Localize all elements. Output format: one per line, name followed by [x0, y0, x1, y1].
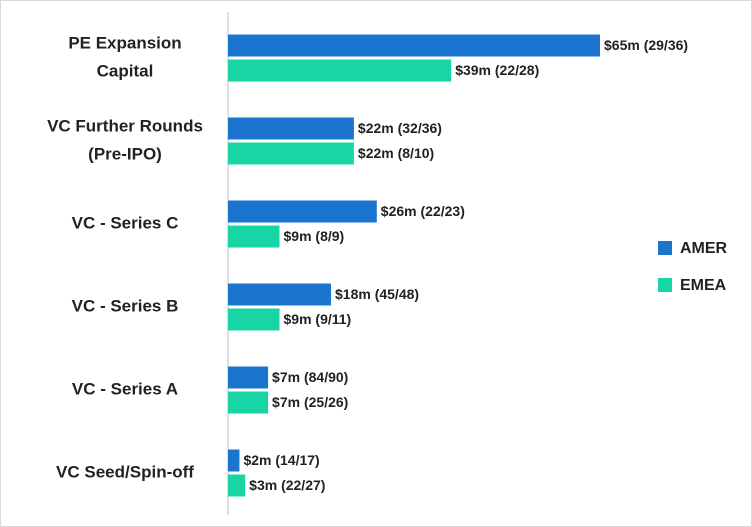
data-label: $22m (32/36): [358, 120, 442, 136]
data-label: $2m (14/17): [243, 452, 319, 468]
legend-swatch: [658, 278, 672, 292]
category-label: Capital: [97, 61, 154, 80]
legend-label: AMER: [680, 240, 728, 257]
category-label: VC - Series A: [72, 379, 178, 398]
bar: [228, 59, 452, 82]
bar: [228, 366, 269, 389]
data-label: $7m (25/26): [272, 394, 348, 410]
data-label: $39m (22/28): [455, 62, 539, 78]
bar: [228, 449, 240, 472]
data-label: $18m (45/48): [335, 286, 419, 302]
legend-swatch: [658, 241, 672, 255]
bar: [228, 283, 332, 306]
bar: [228, 308, 280, 331]
bar: [228, 474, 246, 497]
category-label: (Pre-IPO): [88, 144, 162, 163]
category-label: PE Expansion: [68, 33, 181, 52]
bar: [228, 34, 600, 57]
data-label: $7m (84/90): [272, 369, 348, 385]
category-label: VC Seed/Spin-off: [56, 462, 194, 481]
category-label: VC - Series C: [72, 213, 179, 232]
category-label: VC - Series B: [72, 296, 179, 315]
category-label: VC Further Rounds: [47, 116, 203, 135]
bar: [228, 117, 354, 140]
bar: [228, 225, 280, 248]
data-label: $9m (8/9): [284, 228, 345, 244]
data-label: $9m (9/11): [284, 311, 352, 327]
bar: [228, 391, 269, 414]
bar: [228, 142, 354, 165]
data-label: $65m (29/36): [604, 37, 688, 53]
data-label: $26m (22/23): [381, 203, 465, 219]
data-label: $3m (22/27): [249, 477, 325, 493]
bar: [228, 200, 377, 223]
data-label: $22m (8/10): [358, 145, 434, 161]
legend-label: EMEA: [680, 277, 727, 294]
